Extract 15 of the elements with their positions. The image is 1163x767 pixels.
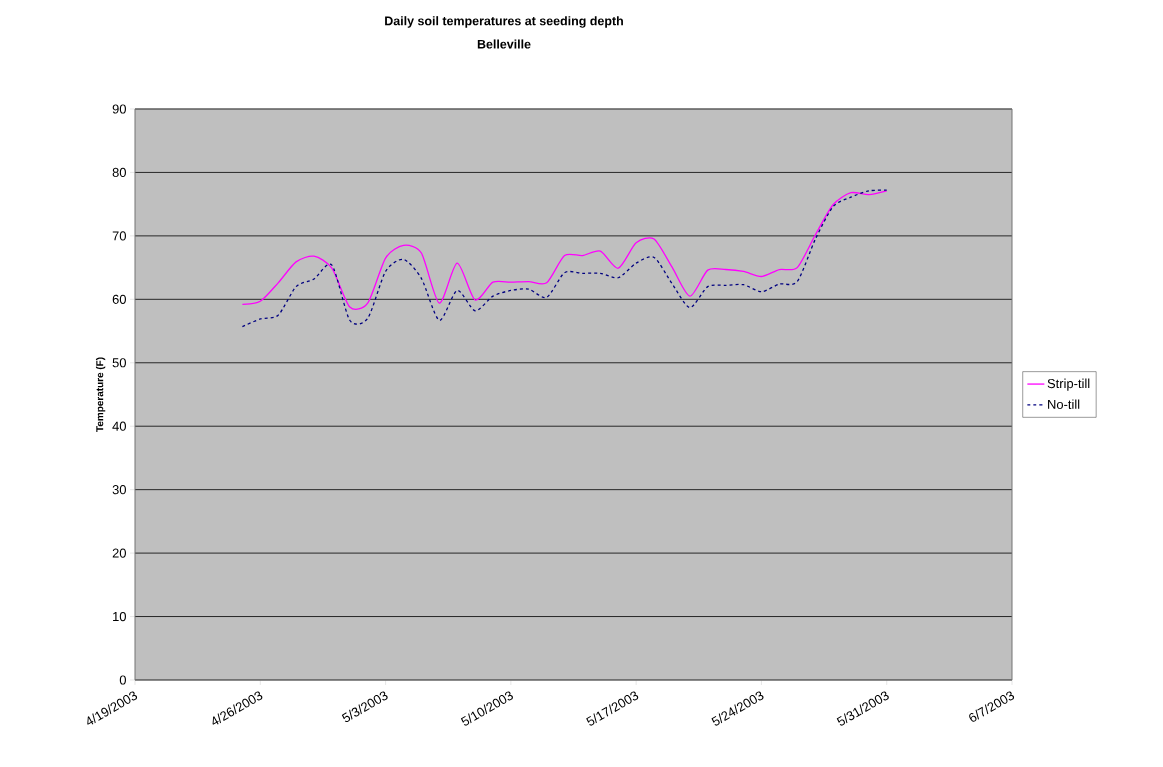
- y-tick-label: 70: [112, 231, 126, 241]
- y-tick-label: 80: [112, 167, 126, 178]
- chart-title: Daily soil temperatures at seeding depth: [385, 16, 623, 28]
- y-tick-label: 90: [112, 104, 126, 114]
- legend-label: Strip-till: [1047, 378, 1090, 391]
- y-axis-title: Temperature (F): [95, 357, 106, 432]
- y-tick-label: 60: [112, 294, 126, 304]
- chart-subtitle: Belleville: [477, 39, 531, 49]
- y-tick-label: 40: [112, 421, 126, 431]
- y-tick-label: 20: [112, 548, 126, 558]
- y-tick-label: 10: [113, 611, 126, 622]
- y-tick-label: 30: [112, 485, 126, 495]
- legend-label: No-till: [1048, 399, 1080, 409]
- y-tick-label: 50: [112, 358, 126, 368]
- y-tick-label: 0: [119, 675, 126, 685]
